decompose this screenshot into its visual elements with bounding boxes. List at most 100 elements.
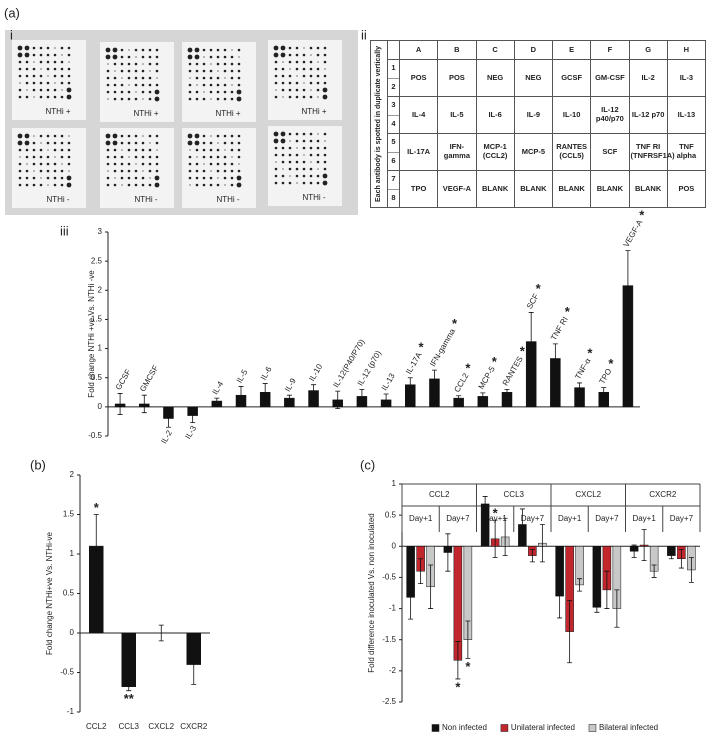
spot [317, 168, 319, 170]
group-label: CXCL2 [575, 490, 601, 499]
spot [67, 46, 71, 50]
spot [127, 183, 131, 187]
spot [112, 140, 118, 146]
spot [25, 148, 29, 152]
spot [32, 183, 36, 187]
spot [127, 90, 131, 94]
spot [134, 183, 138, 187]
spot [238, 163, 240, 165]
spot [105, 133, 111, 139]
spot [60, 46, 64, 50]
table-row: 7 8 TPO VEGF-A BLANK BLANK BLANK BLANK BLANK POS [371, 170, 707, 208]
spot [230, 176, 234, 180]
spot [149, 142, 151, 144]
spot [188, 90, 192, 94]
y-tick-label: -0.5 [88, 431, 102, 440]
spot [216, 97, 220, 101]
spot [66, 87, 72, 93]
spot [113, 76, 117, 80]
spot [32, 148, 36, 152]
significance: * [520, 344, 526, 359]
spot [107, 98, 109, 100]
membrane-label: NTHi + [133, 109, 158, 118]
bar [592, 546, 602, 608]
y-axis-label: Fold change NTHi +ve Vs. NTHi -ve [87, 270, 96, 398]
error-bar [502, 517, 508, 557]
spot [25, 95, 29, 99]
spot [273, 138, 279, 144]
spot [316, 146, 320, 150]
error-bar [601, 387, 607, 398]
table-cell: GCSF [551, 59, 592, 97]
spot [194, 133, 200, 139]
spot [309, 146, 313, 150]
spot [25, 67, 29, 71]
spot [281, 174, 285, 178]
spot [202, 134, 206, 138]
spot [209, 155, 213, 159]
error-bar [651, 564, 657, 578]
spot [281, 146, 285, 150]
y-tick-label: -1 [67, 707, 75, 716]
legend-swatch [431, 724, 440, 732]
spot [203, 56, 205, 58]
x-tick-label: CXCL2 [148, 722, 174, 731]
spot [39, 74, 43, 78]
spot [302, 60, 306, 64]
membrane-label: NTHi - [302, 193, 325, 202]
spot [237, 83, 241, 87]
spot [121, 149, 123, 151]
table-cell: IL-3 [666, 59, 707, 97]
spot [47, 75, 49, 77]
spot [127, 55, 131, 59]
error-bar [383, 393, 389, 407]
table-cell: IL-13 [666, 96, 707, 134]
spot [113, 148, 117, 152]
spot [127, 141, 131, 145]
spot [224, 149, 226, 151]
spot [32, 141, 36, 145]
spot [127, 69, 131, 73]
spot [316, 46, 320, 50]
spot [188, 176, 192, 180]
spot [46, 67, 50, 71]
significance: * [492, 354, 498, 369]
spot [322, 173, 328, 179]
spot [66, 175, 72, 181]
table-cell: IL-12 p70 [628, 96, 668, 134]
spot [296, 147, 298, 149]
membrane [12, 128, 86, 208]
spot [216, 134, 220, 138]
spot [154, 89, 160, 95]
antibody-table: Each antibody is spotted in duplicate ve… [370, 40, 707, 208]
spot [105, 47, 111, 53]
spot [209, 55, 213, 59]
membrane [268, 40, 342, 120]
spot [67, 148, 71, 152]
spot [18, 169, 22, 173]
legend-swatch [500, 724, 509, 732]
error-bar [191, 644, 197, 685]
side-label: Each antibody is spotted in duplicate ve… [374, 46, 382, 202]
spot [230, 141, 234, 145]
spot [195, 162, 199, 166]
y-tick-label: -1.5 [382, 635, 396, 644]
bar [121, 632, 136, 687]
spot [60, 141, 64, 145]
spot [280, 45, 286, 51]
membrane-label: NTHi + [45, 107, 70, 116]
spot [187, 140, 193, 146]
spot [53, 162, 57, 166]
column-header: D [513, 40, 554, 60]
spot [187, 54, 193, 60]
group-label: CXCR2 [649, 490, 677, 499]
y-tick-label: -0.5 [382, 573, 396, 582]
spot [316, 67, 320, 71]
panel-label: iii [60, 223, 69, 238]
spot [53, 169, 57, 173]
column-header: E [551, 40, 592, 60]
spot [282, 61, 284, 63]
spot [148, 183, 152, 187]
spot [237, 141, 241, 145]
significance: * [455, 679, 461, 694]
